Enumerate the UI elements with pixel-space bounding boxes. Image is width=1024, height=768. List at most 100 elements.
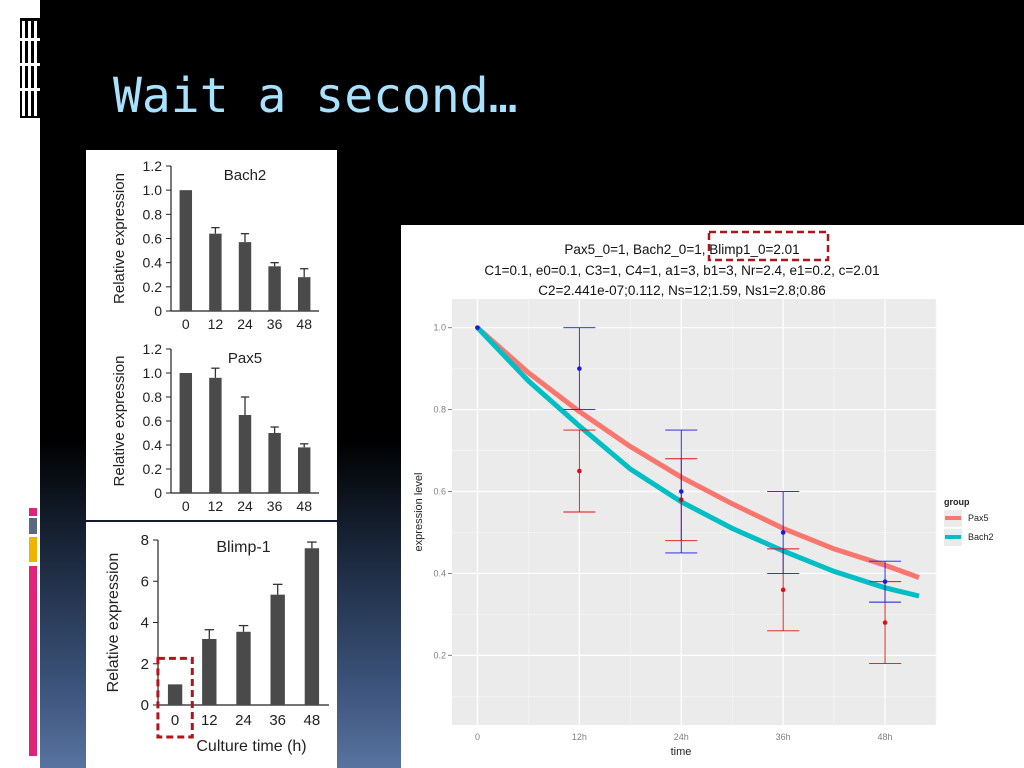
accent-bar-yellow [29, 537, 37, 562]
bar [167, 684, 183, 705]
x-tick-label: 12 [208, 316, 224, 332]
y-axis-label: Relative expression [111, 173, 128, 304]
y-tick-label: 0 [154, 303, 162, 319]
y-tick-label: 4 [141, 615, 149, 632]
data-point [577, 468, 582, 474]
data-point [678, 489, 684, 494]
x-tick-label: 48 [304, 712, 321, 729]
bar [238, 415, 252, 493]
data-point [882, 620, 888, 625]
accent-bar-pink-large [29, 566, 37, 756]
fit-curve-bach2 [475, 325, 920, 599]
y-axis-label: expression level [413, 473, 425, 552]
accent-bar-slate [29, 518, 37, 534]
chart-title: Pax5 [228, 350, 262, 367]
bach2-bar-chart: 0 0.2 0.4 0.6 0.8 1.0 1.2 0 12 24 36 48 Relative exp… [111, 158, 319, 332]
data-point [577, 366, 582, 371]
x-tick-label: 24h [674, 732, 689, 742]
y-tick-label: 0 [141, 697, 149, 714]
bar [236, 631, 251, 705]
pax5-bar-chart: 0 0.2 0.4 0.6 0.8 1.0 1.2 0 12 24 36 48 Relative exp… [111, 341, 319, 514]
x-tick-label: 12 [208, 498, 224, 514]
y-tick-label: 1.0 [143, 365, 163, 381]
y-tick-label: 0.4 [433, 568, 446, 578]
bar [268, 266, 281, 311]
bar [209, 377, 222, 493]
y-tick-label: 0.4 [143, 255, 163, 271]
x-tick-label: 24 [237, 498, 253, 514]
bar-panel-top: 0 0.2 0.4 0.6 0.8 1.0 1.2 0 12 24 36 48 Relative exp… [86, 150, 337, 520]
x-tick-label: 0 [171, 712, 179, 729]
x-tick-label: 0 [182, 498, 190, 514]
y-tick-label: 8 [141, 532, 149, 549]
x-tick-label: 0 [182, 316, 190, 332]
legend-label: Pax5 [968, 513, 989, 523]
y-tick-label: 1.2 [143, 341, 163, 357]
y-axis-label: Relative expression [111, 356, 128, 487]
y-tick-label: 0.6 [143, 231, 163, 247]
y-tick-label: 6 [141, 573, 149, 590]
chart-title-line: C2=2.441e-07;0.112, Ns=12;1.59, Ns1=2.8;… [538, 283, 826, 298]
x-tick-label: 36 [269, 712, 286, 729]
bar [270, 594, 285, 705]
accent-bar-pink-small [29, 508, 37, 516]
y-tick-label: 1.0 [433, 323, 446, 333]
chart-title: Blimp-1 [216, 539, 270, 556]
data-point [475, 325, 480, 330]
x-tick-label: 36h [776, 732, 791, 742]
fit-curve-pax5 [475, 325, 920, 580]
y-tick-label: 0.2 [143, 461, 163, 477]
x-tick-label: 36 [267, 316, 283, 332]
x-tick-label: 48 [296, 316, 312, 332]
chart-title-line: C1=0.1, e0=0.1, C3=1, C4=1, a1=3, b1=3, … [484, 263, 879, 278]
model-fit-line-chart: 0 12h 24h 36h 48h 0.2 0.4 0.6 0.8 1.0 time expressi… [413, 230, 994, 758]
data-point [882, 579, 888, 584]
x-axis-label: time [671, 746, 692, 758]
x-tick-label: 0 [475, 732, 480, 742]
legend-title: group [944, 497, 970, 507]
bar [297, 447, 311, 493]
x-tick-label: 48 [296, 498, 312, 514]
y-tick-label: 1.2 [143, 158, 163, 174]
y-tick-label: 0.8 [143, 206, 163, 222]
x-tick-label: 36 [267, 498, 283, 514]
data-point [780, 530, 786, 535]
bar [179, 190, 193, 311]
bar [268, 433, 281, 493]
x-tick-label: 12 [201, 712, 218, 729]
y-axis-label: Relative expression [105, 553, 122, 693]
bar [297, 277, 311, 311]
bar-panel-bottom: 0 2 4 6 8 0 12 24 36 48 Relative expression Blimp-1… [86, 522, 337, 768]
bar [304, 548, 320, 705]
data-point [780, 587, 786, 593]
y-tick-label: 2 [141, 656, 149, 673]
y-tick-label: 0.4 [143, 437, 163, 453]
bar [202, 639, 217, 705]
y-tick-label: 0.6 [433, 487, 446, 497]
x-axis-label: Culture time (h) [196, 738, 306, 755]
x-tick-label: 24 [237, 316, 253, 332]
bar [209, 233, 222, 311]
x-tick-label: 24 [235, 712, 252, 729]
window-pattern-icon [20, 18, 40, 118]
y-tick-label: 1.0 [143, 182, 163, 198]
y-tick-label: 0.8 [143, 389, 163, 405]
x-tick-label: 12h [572, 732, 587, 742]
legend-label: Bach2 [968, 532, 994, 542]
model-fit-panel: 0 12h 24h 36h 48h 0.2 0.4 0.6 0.8 1.0 time expressi… [401, 225, 1024, 768]
y-tick-label: 0.2 [143, 279, 163, 295]
chart-title: Bach2 [224, 167, 267, 184]
highlight-box [156, 656, 194, 739]
y-tick-label: 0.8 [433, 405, 446, 415]
y-tick-label: 0 [154, 485, 162, 501]
chart-title-line: Pax5_0=1, Bach2_0=1, Blimp1_0=2.01 [564, 242, 799, 257]
plot-background [452, 299, 936, 725]
bar [238, 242, 252, 311]
y-tick-label: 0.6 [143, 413, 163, 429]
slide-title: Wait a second… [113, 68, 518, 124]
highlight-box [707, 230, 830, 262]
x-tick-label: 48h [878, 732, 893, 742]
y-tick-label: 0.2 [433, 650, 446, 660]
bar [179, 373, 193, 493]
